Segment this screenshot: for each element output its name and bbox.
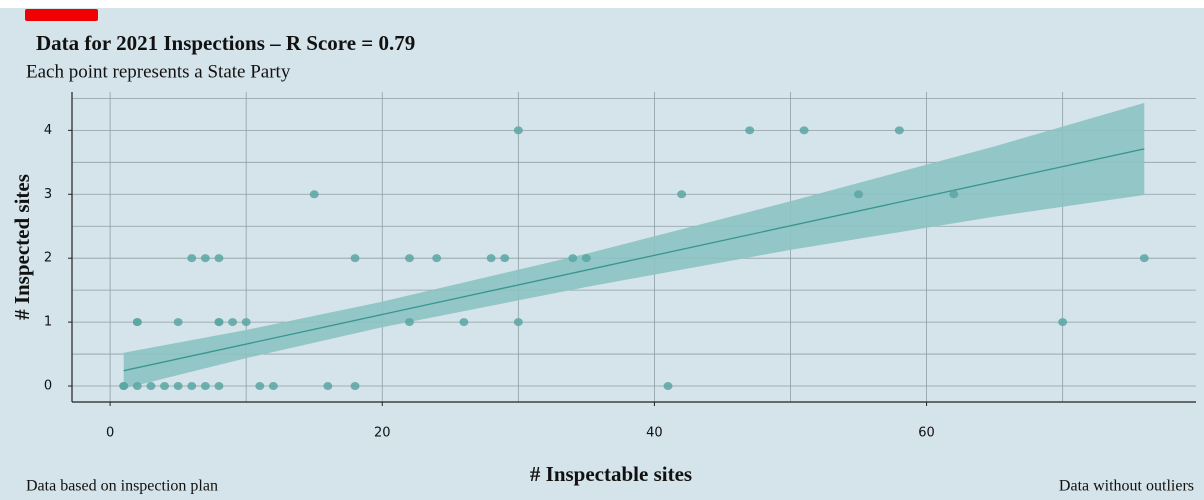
point <box>894 126 904 135</box>
point <box>404 318 414 327</box>
point <box>513 126 523 135</box>
footnote-left: Data based on inspection plan <box>26 478 218 495</box>
point <box>581 254 591 263</box>
point <box>228 318 238 327</box>
y-tick-label: 1 <box>44 315 52 330</box>
y-tick-label: 2 <box>44 251 52 266</box>
point <box>173 382 183 391</box>
point <box>513 318 523 327</box>
point <box>677 190 687 199</box>
point <box>949 190 959 199</box>
point <box>459 318 469 327</box>
point <box>854 190 864 199</box>
point <box>200 254 210 263</box>
chart-subtitle: Each point represents a State Party <box>26 61 291 82</box>
y-tick-label: 3 <box>44 187 52 202</box>
x-axis-label: # Inspectable sites <box>530 462 692 486</box>
point <box>146 382 156 391</box>
point <box>132 318 142 327</box>
point <box>486 254 496 263</box>
point <box>173 318 183 327</box>
point <box>241 318 251 327</box>
x-tick-label: 60 <box>918 426 935 441</box>
point <box>323 382 333 391</box>
point <box>745 126 755 135</box>
point <box>432 254 442 263</box>
point <box>404 254 414 263</box>
x-tick-label: 0 <box>106 426 114 441</box>
point <box>255 382 265 391</box>
point <box>268 382 278 391</box>
chart-title: Data for 2021 Inspections – R Score = 0.… <box>36 31 415 55</box>
point <box>1139 254 1149 263</box>
point <box>132 382 142 391</box>
point <box>214 382 224 391</box>
y-axis-label: # Inspected sites <box>10 174 34 320</box>
point <box>200 382 210 391</box>
footnote-right: Data without outliers <box>1059 478 1194 495</box>
point <box>1058 318 1068 327</box>
point <box>187 382 197 391</box>
y-tick-label: 4 <box>44 123 52 138</box>
point <box>214 254 224 263</box>
point <box>500 254 510 263</box>
x-tick-label: 40 <box>646 426 663 441</box>
point <box>568 254 578 263</box>
point <box>160 382 170 391</box>
point <box>350 382 360 391</box>
y-tick-label: 0 <box>44 379 52 394</box>
point <box>799 126 809 135</box>
point <box>187 254 197 263</box>
brand-bar <box>25 9 98 21</box>
x-tick-label: 20 <box>374 426 391 441</box>
point <box>663 382 673 391</box>
fit-line <box>123 148 1145 372</box>
point <box>119 382 129 391</box>
point <box>350 254 360 263</box>
confidence-band <box>123 102 1145 389</box>
point <box>309 190 319 199</box>
point <box>214 318 224 327</box>
